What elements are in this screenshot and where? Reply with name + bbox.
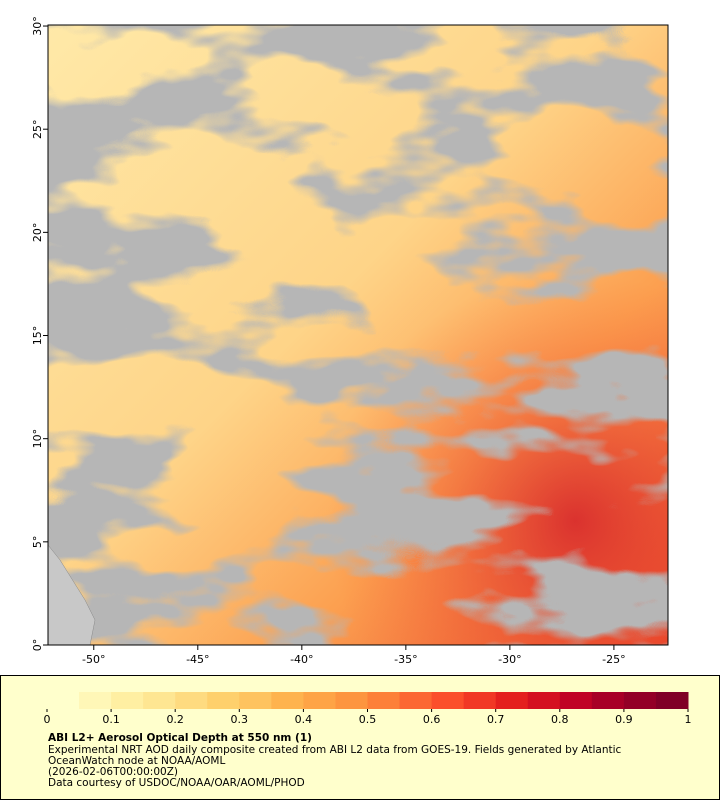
x-tick-label: -30° xyxy=(498,653,521,666)
colorbar-segment xyxy=(111,692,144,709)
y-tick-label: 30° xyxy=(31,16,44,36)
caption-title: ABI L2+ Aerosol Optical Depth at 550 nm … xyxy=(48,732,312,744)
x-tick-label: -50° xyxy=(82,653,105,666)
y-tick-label: 20° xyxy=(31,223,44,243)
colorbar-tick-label: 0.4 xyxy=(295,713,313,726)
colorbar-segment xyxy=(175,692,208,709)
colorbar-segment xyxy=(623,692,657,709)
colorbar-segment xyxy=(303,692,336,709)
y-tick-label: 15° xyxy=(31,326,44,346)
map-image xyxy=(48,25,668,645)
colorbar-segment xyxy=(367,692,401,709)
colorbar-segment xyxy=(271,692,304,709)
colorbar-tick-label: 1 xyxy=(685,713,692,726)
colorbar-segment xyxy=(47,692,80,709)
colorbar-segment xyxy=(495,692,529,709)
colorbar-segment xyxy=(399,692,433,709)
caption-line: Data courtesy of USDOC/NOAA/OAR/AOML/PHO… xyxy=(48,777,305,789)
y-tick-label: 0° xyxy=(31,639,44,652)
y-tick-label: 10° xyxy=(31,429,44,449)
colorbar-segment xyxy=(591,692,625,709)
land xyxy=(48,544,96,645)
colorbar-tick-label: 0.2 xyxy=(166,713,184,726)
colorbar-tick-label: 0.3 xyxy=(231,713,249,726)
colorbar-segment xyxy=(527,692,561,709)
colorbar-tick-label: 0.7 xyxy=(487,713,505,726)
colorbar-segment xyxy=(239,692,272,709)
y-tick-label: 25° xyxy=(31,119,44,139)
cloud-mask xyxy=(48,25,668,645)
colorbar-tick-label: 0.9 xyxy=(615,713,633,726)
colorbar-segment xyxy=(463,692,497,709)
x-tick-label: -40° xyxy=(290,653,313,666)
y-tick-label: 5° xyxy=(31,536,44,549)
colorbar-segment xyxy=(655,692,689,709)
colorbar-segment xyxy=(143,692,176,709)
colorbar-segment xyxy=(207,692,240,709)
colorbar-segment xyxy=(79,692,112,709)
x-tick-label: -35° xyxy=(394,653,417,666)
colorbar-segment xyxy=(431,692,465,709)
caption-line: (2026-02-06T00:00:00Z) xyxy=(48,766,178,778)
colorbar-tick-label: 0 xyxy=(44,713,51,726)
colorbar-tick-label: 0.5 xyxy=(359,713,377,726)
colorbar-segment xyxy=(559,692,593,709)
x-tick-label: -45° xyxy=(186,653,209,666)
colorbar-tick-label: 0.1 xyxy=(102,713,120,726)
colorbar-segment xyxy=(335,692,368,709)
caption-line: OceanWatch node at NOAA/AOML xyxy=(48,755,225,767)
colorbar-tick-label: 0.6 xyxy=(423,713,441,726)
x-tick-label: -25° xyxy=(602,653,625,666)
colorbar-tick-label: 0.8 xyxy=(551,713,569,726)
map-frame xyxy=(47,24,669,646)
caption-line: Experimental NRT AOD daily composite cre… xyxy=(48,744,622,756)
